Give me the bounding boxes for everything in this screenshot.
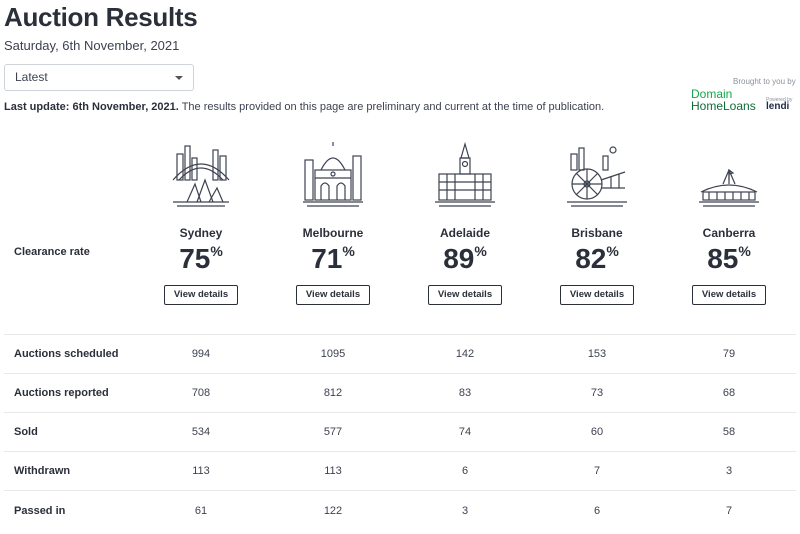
logo-line1: Domain (691, 87, 733, 101)
clearance-rate-melbourne: 71% (311, 242, 355, 274)
clearance-rate-sydney: 75% (179, 242, 223, 274)
table-cell: 153 (587, 348, 607, 360)
city-card-sydney: Sydney 75% View details (135, 140, 267, 310)
period-select-value: Latest (15, 70, 48, 84)
clearance-rate-brisbane: 82% (575, 242, 619, 274)
table-cell: 113 (192, 465, 210, 477)
divider (4, 412, 796, 413)
view-details-button-brisbane[interactable]: View details (560, 285, 634, 305)
period-select[interactable]: Latest (4, 64, 194, 91)
city-name-adelaide: Adelaide (439, 226, 490, 240)
city-name-canberra: Canberra (702, 226, 756, 240)
table-cell: 122 (323, 505, 343, 517)
clearance-rate-adelaide: 89% (443, 242, 487, 274)
table-cell: 994 (191, 348, 211, 360)
sydney-opera-house-icon (172, 145, 230, 207)
row-label-sold: Sold (14, 426, 38, 438)
city-card-melbourne: Melbourne 71% View details (267, 140, 399, 310)
city-name-brisbane: Brisbane (571, 226, 623, 240)
clearance-rate-label: Clearance rate (14, 246, 90, 258)
city-name-sydney: Sydney (179, 226, 223, 240)
table-cell: 3 (461, 505, 469, 517)
row-label-auctions-reported: Auctions reported (14, 387, 109, 399)
view-details-button-adelaide[interactable]: View details (428, 285, 502, 305)
table-cell: 7 (725, 505, 733, 517)
city-card-adelaide: Adelaide 89% View details (399, 140, 531, 310)
table-cell: 6 (461, 465, 469, 477)
table-cell: 113 (324, 465, 342, 477)
last-update-text: The results provided on this page are pr… (178, 101, 605, 113)
table-cell: 142 (455, 348, 475, 360)
city-card-canberra: Canberra 85% View details (663, 140, 795, 310)
page-date: Saturday, 6th November, 2021 (4, 38, 180, 53)
row-label-passed-in: Passed in (14, 505, 66, 517)
table-cell: 74 (458, 426, 472, 438)
adelaide-town-hall-icon (435, 141, 495, 207)
table-cell: 1095 (320, 348, 346, 360)
domain-home-loans-logo[interactable]: Domain HomeLoans Powered by lendi (691, 87, 800, 113)
city-name-melbourne: Melbourne (302, 226, 364, 240)
clearance-rate-canberra: 85% (707, 242, 751, 274)
powered-by-label: Powered by (766, 97, 793, 103)
table-cell: 577 (323, 426, 343, 438)
chevron-down-icon (175, 76, 183, 80)
table-cell: 58 (722, 426, 736, 438)
table-cell: 6 (593, 505, 601, 517)
table-cell: 73 (590, 387, 604, 399)
divider (4, 373, 796, 374)
table-cell: 79 (722, 348, 736, 360)
table-cell: 708 (191, 387, 211, 399)
view-details-button-sydney[interactable]: View details (164, 285, 238, 305)
flinders-street-station-icon (303, 142, 363, 207)
divider (4, 334, 796, 335)
table-cell: 7 (593, 465, 601, 477)
divider (4, 490, 796, 491)
parliament-house-icon (699, 168, 759, 207)
table-cell: 61 (194, 505, 208, 517)
table-cell: 812 (323, 387, 343, 399)
page-title: Auction Results (4, 2, 198, 32)
divider (4, 451, 796, 452)
row-label-withdrawn: Withdrawn (14, 465, 71, 477)
logo-line2: HomeLoans (691, 99, 756, 113)
lendi-logo: lendi (766, 101, 790, 112)
city-card-brisbane: Brisbane 82% View details (531, 140, 663, 310)
view-details-button-melbourne[interactable]: View details (296, 285, 370, 305)
view-details-button-canberra[interactable]: View details (692, 285, 766, 305)
table-cell: 534 (191, 426, 211, 438)
brisbane-wheel-icon (567, 146, 627, 207)
table-cell: 3 (725, 465, 733, 477)
table-cell: 83 (458, 387, 472, 399)
sponsor-label: Brought to you by (733, 77, 796, 86)
last-update-note: Last update: 6th November, 2021. The res… (4, 101, 604, 113)
table-cell: 68 (722, 387, 736, 399)
last-update-date: Last update: 6th November, 2021. (4, 101, 179, 113)
row-label-auctions-scheduled: Auctions scheduled (14, 348, 119, 360)
table-cell: 60 (590, 426, 604, 438)
